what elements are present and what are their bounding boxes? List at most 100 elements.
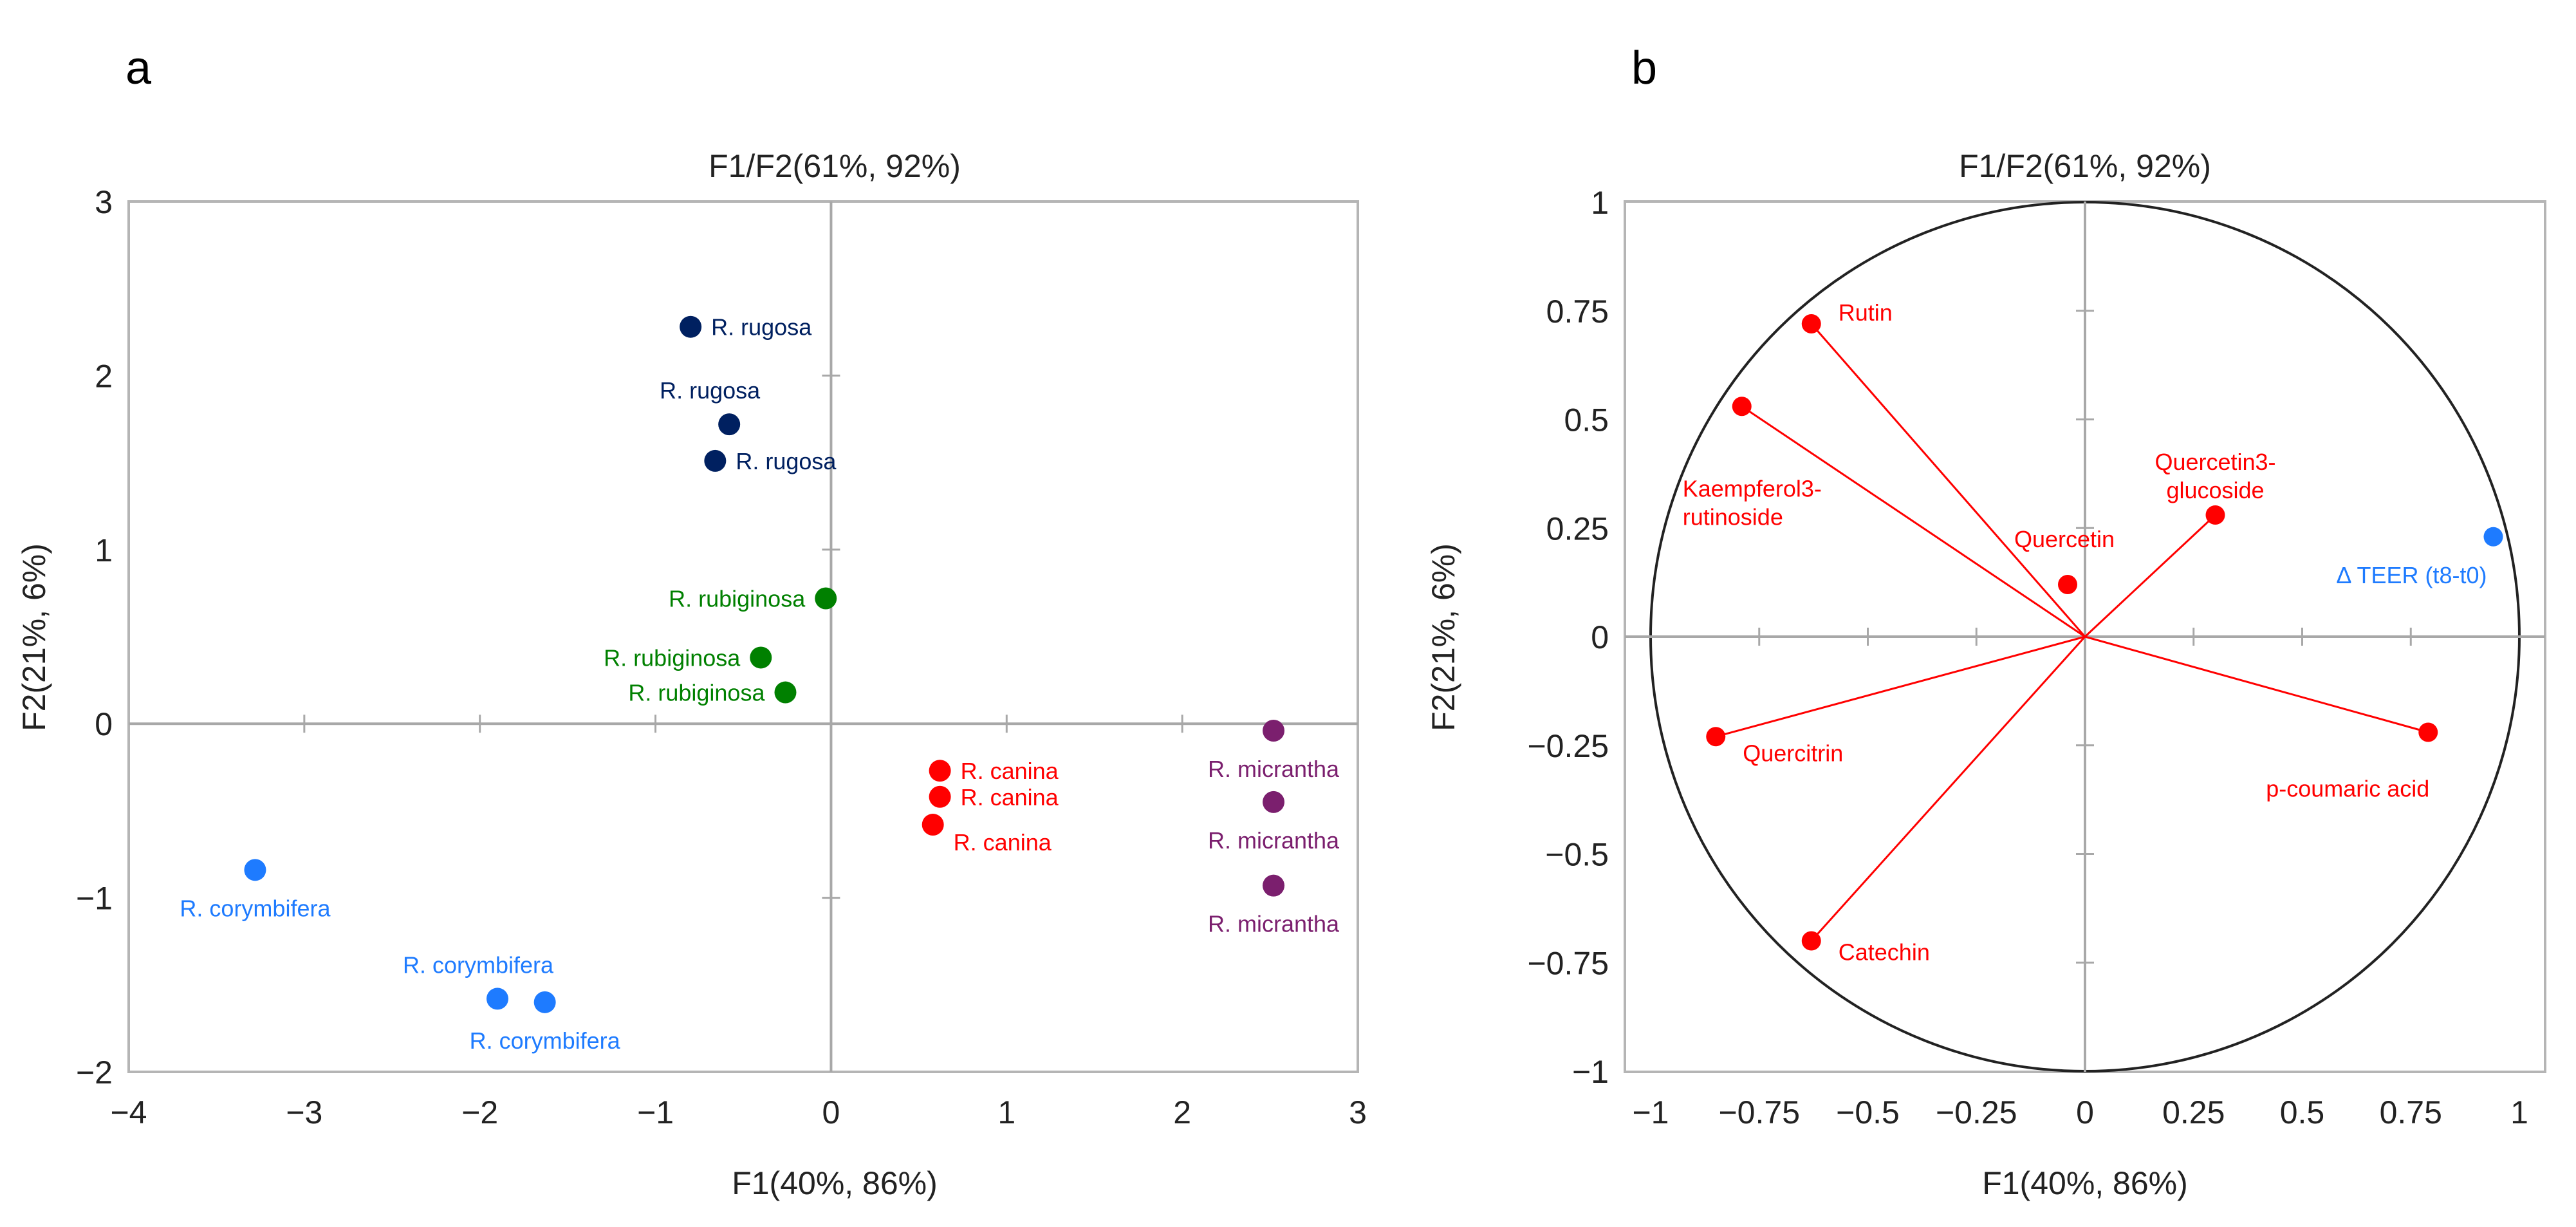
panel-a-y-tick-label: 1 <box>95 532 113 568</box>
panel-a-x-tick-label: 0 <box>822 1094 840 1130</box>
point-label-canina: R. canina <box>961 758 1059 784</box>
panel-b-y-tick-label: 0.75 <box>1546 294 1609 330</box>
variable-label: Kaempferol3-rutinoside <box>1683 475 1822 530</box>
panel-b-x-tick-label: 1 <box>2510 1094 2528 1130</box>
point-label-corymbifera: R. corymbifera <box>403 951 554 978</box>
panel-b-y-tick-label: −1 <box>1572 1054 1609 1090</box>
panel-a-letter: a <box>125 42 152 94</box>
variable-vector <box>2084 514 2216 638</box>
point-label-rubiginosa: R. rubiginosa <box>669 586 806 612</box>
variable-vector <box>2084 635 2429 733</box>
variable-vector <box>1810 323 2086 637</box>
point-label-rugosa: R. rugosa <box>660 377 761 404</box>
point-label-canina: R. canina <box>961 784 1059 810</box>
panel-a-y-tick-label: 3 <box>95 184 113 220</box>
point-label-rugosa: R. rugosa <box>736 448 837 474</box>
panel-b-y-tick-label: −0.75 <box>1527 945 1609 981</box>
variable-label: Catechin <box>1839 939 1930 966</box>
panel-a-x-tick-label: 1 <box>997 1094 1015 1130</box>
panel-a-x-axis-label: F1(40%, 86%) <box>732 1165 938 1201</box>
panel-b-points: Rutin Kaempferol3-rutinoside Quercetin3-gl… <box>1683 299 2503 966</box>
panel-a-y-tick-label: 2 <box>95 358 113 394</box>
point-label-canina: R. canina <box>954 829 1052 856</box>
panel-b-x-tick-label: −0.25 <box>1936 1094 2017 1130</box>
supplementary-point <box>2483 527 2503 547</box>
panel-a-x-tick-label: −3 <box>286 1094 322 1130</box>
point-label-micrantha: R. micrantha <box>1208 911 1340 937</box>
panel-a: a F1/F2(61%, 92%) −4 −3 −2 −1 0 1 2 3 3 2 1 0 −1 −2 R… <box>16 42 1367 1201</box>
point-micrantha <box>1263 720 1285 742</box>
panel-a-x-tick-label: −2 <box>461 1094 498 1130</box>
panel-a-title: F1/F2(61%, 92%) <box>709 148 961 184</box>
variable-point <box>1706 727 1726 747</box>
panel-b-x-tick-label: 0 <box>2076 1094 2094 1130</box>
variable-point <box>2058 575 2077 594</box>
variable-point <box>1732 397 1752 417</box>
point-label-micrantha: R. micrantha <box>1208 756 1340 782</box>
panel-a-y-tick-label: −1 <box>76 881 113 917</box>
point-canina <box>929 760 951 782</box>
panel-b-x-axis-label: F1(40%, 86%) <box>1982 1165 2188 1201</box>
point-micrantha <box>1263 791 1285 813</box>
point-rugosa <box>718 413 741 436</box>
point-label-rubiginosa: R. rubiginosa <box>628 680 765 706</box>
variable-label: Quercetin <box>2014 526 2115 552</box>
supplementary-label: Δ TEER (t8-t0) <box>2336 562 2487 588</box>
panel-b-title: F1/F2(61%, 92%) <box>1959 148 2211 184</box>
panel-b-y-tick-label: 1 <box>1591 185 1609 221</box>
variable-label: Quercitrin <box>1743 740 1843 766</box>
panel-b-y-axis-label: F2(21%, 6%) <box>1425 543 1461 731</box>
point-label-corymbifera: R. corymbifera <box>470 1027 621 1054</box>
point-corymbifera <box>486 988 508 1010</box>
point-rubiginosa <box>750 646 772 669</box>
variable-vector <box>1715 635 2086 738</box>
point-rugosa <box>704 449 727 472</box>
panel-b-letter: b <box>1631 42 1657 94</box>
point-canina <box>922 814 944 836</box>
panel-b-y-tick-label: 0 <box>1591 619 1609 655</box>
panel-a-y-axis-label: F2(21%, 6%) <box>16 543 52 731</box>
panel-b-x-tick-label: 0.75 <box>2380 1094 2442 1130</box>
panel-b-x-tick-label: −0.5 <box>1836 1094 1900 1130</box>
variable-label: Quercetin3-glucoside <box>2154 449 2275 503</box>
panel-a-y-tick-label: 0 <box>95 706 113 742</box>
panel-b-vectors <box>1715 323 2429 942</box>
panel-b-y-tick-label: −0.25 <box>1527 728 1609 764</box>
variable-point <box>1801 931 1821 951</box>
point-rubiginosa <box>815 587 837 610</box>
panel-b-x-tick-label: −1 <box>1632 1094 1669 1130</box>
panel-b-x-tick-label: 0.5 <box>2280 1094 2325 1130</box>
panel-b-y-tick-label: 0.25 <box>1546 510 1609 547</box>
point-corymbifera <box>244 859 266 881</box>
panel-a-y-tick-label: −2 <box>76 1054 113 1091</box>
point-micrantha <box>1263 874 1285 897</box>
panel-a-x-tick-label: −1 <box>637 1094 674 1130</box>
variable-vector <box>1741 406 2086 638</box>
variable-vector <box>1810 635 2086 942</box>
panel-a-x-tick-label: 2 <box>1173 1094 1191 1130</box>
panel-a-points: R. rugosa R. rugosa R. rugosa R. rubiginosa… <box>180 314 1340 1054</box>
point-label-corymbifera: R. corymbifera <box>180 895 331 921</box>
panel-b-y-tick-label: 0.5 <box>1564 402 1609 438</box>
variable-label: Rutin <box>1839 299 1893 326</box>
variable-point <box>2418 722 2438 742</box>
variable-label: p-coumaric acid <box>2266 776 2429 802</box>
variable-point <box>2205 505 2225 525</box>
panel-b: b F1/F2(61%, 92%) −1 −0.75 −0.5 −0.25 0 0.25 0… <box>1425 42 2546 1201</box>
panel-a-x-tick-label: 3 <box>1349 1094 1367 1130</box>
panel-b-x-tick-label: 0.25 <box>2162 1094 2225 1130</box>
point-label-micrantha: R. micrantha <box>1208 827 1340 854</box>
point-label-rubiginosa: R. rubiginosa <box>604 644 741 671</box>
panel-a-plot-frame <box>127 200 1359 1073</box>
panel-a-axes <box>129 201 1358 1072</box>
panel-b-x-tick-label: −0.75 <box>1718 1094 1800 1130</box>
panel-b-y-tick-label: −0.5 <box>1545 837 1609 873</box>
point-rubiginosa <box>774 681 797 704</box>
point-rugosa <box>680 315 702 338</box>
panel-a-x-tick-label: −4 <box>110 1094 147 1130</box>
point-canina <box>929 785 951 808</box>
variable-point <box>1801 314 1821 333</box>
panel-a-tick-labels: −4 −3 −2 −1 0 1 2 3 3 2 1 0 −1 −2 <box>76 184 1367 1130</box>
panel-b-tick-labels: −1 −0.75 −0.5 −0.25 0 0.25 0.5 0.75 1 1 0.75 0.5 0.2… <box>1527 185 2528 1130</box>
